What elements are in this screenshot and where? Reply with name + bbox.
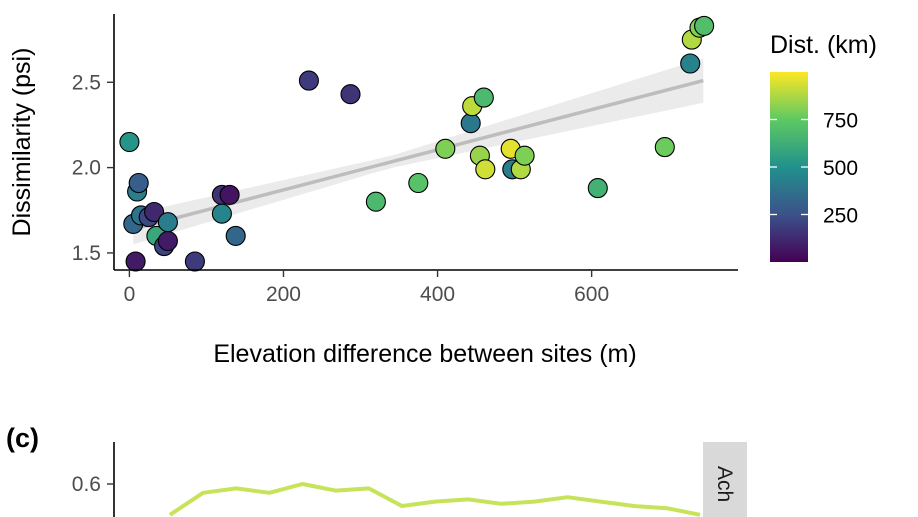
x-ticks: 0 200 400 600 <box>124 270 609 306</box>
colorbar-tick-label: 750 <box>823 110 858 133</box>
data-point <box>211 203 232 224</box>
data-point <box>694 15 715 36</box>
y-ticks-c: 0.6 <box>72 473 114 496</box>
data-point <box>435 138 456 159</box>
data-point <box>587 178 608 199</box>
x-axis-title: Elevation difference between sites (m) <box>213 340 636 368</box>
y-tick-label: 2.0 <box>72 157 101 180</box>
colorbar-legend: Dist. (km) 250 500 750 <box>770 31 877 262</box>
data-point <box>128 172 149 194</box>
y-ticks: 1.5 2.0 2.5 <box>72 71 114 265</box>
data-point <box>225 225 246 246</box>
data-point <box>125 251 146 272</box>
data-point <box>460 113 481 134</box>
facet-strip <box>703 442 747 517</box>
data-point <box>340 84 361 105</box>
data-point <box>473 87 494 108</box>
line-panel: (c) 0.6 Ach <box>6 423 747 517</box>
colorbar-ticks: 250 500 750 <box>770 110 858 228</box>
data-point <box>514 145 535 166</box>
data-point <box>298 70 319 91</box>
x-tick-label: 200 <box>266 283 301 306</box>
data-point <box>119 131 140 153</box>
x-tick-label: 0 <box>124 283 136 306</box>
data-point <box>408 172 429 194</box>
series-line <box>168 482 701 517</box>
legend-title: Dist. (km) <box>770 31 877 59</box>
x-tick-label: 600 <box>574 283 609 306</box>
data-point <box>219 184 240 205</box>
colorbar-tick-label: 250 <box>823 205 858 228</box>
data-point <box>157 212 178 233</box>
confidence-band <box>133 58 704 245</box>
y-tick-label-c: 0.6 <box>72 473 101 496</box>
data-point <box>680 53 701 74</box>
colorbar-tick-label: 500 <box>823 157 858 180</box>
data-point <box>144 201 165 223</box>
data-point <box>157 230 178 252</box>
scatter-panel: 0 200 400 600 1.5 2.0 2.5 Elevation differenc… <box>8 14 738 368</box>
data-point <box>184 251 205 272</box>
x-tick-label: 400 <box>420 283 455 306</box>
panel-label: (c) <box>6 423 39 453</box>
y-axis-title: Dissimilarity (psi) <box>8 48 36 237</box>
facet-strip-label: Ach <box>713 466 736 502</box>
y-tick-label: 1.5 <box>72 242 101 265</box>
data-point <box>365 191 386 212</box>
data-point <box>654 137 675 158</box>
y-tick-label: 2.5 <box>72 71 101 94</box>
scatter-points <box>119 15 715 272</box>
data-point <box>475 159 496 180</box>
